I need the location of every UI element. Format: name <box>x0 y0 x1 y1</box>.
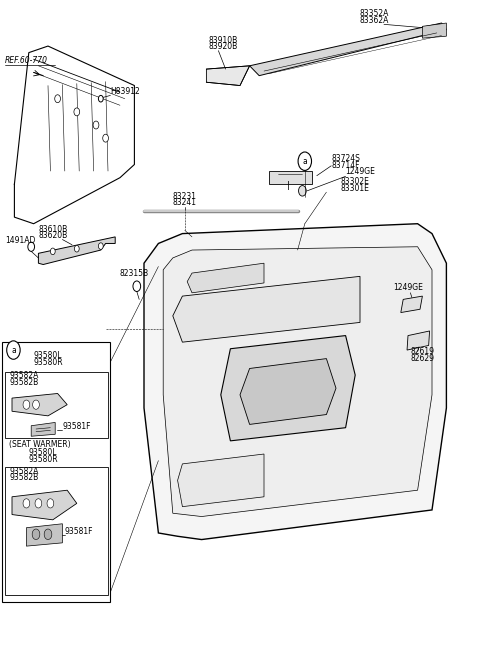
Polygon shape <box>269 171 312 184</box>
Text: (SEAT WARMER): (SEAT WARMER) <box>9 440 70 449</box>
Circle shape <box>28 242 35 251</box>
Polygon shape <box>422 23 446 38</box>
Circle shape <box>50 248 55 255</box>
Text: 93582A: 93582A <box>10 467 39 476</box>
Polygon shape <box>206 66 250 86</box>
Text: 93580L: 93580L <box>34 351 62 360</box>
Circle shape <box>55 95 60 103</box>
Text: 1491AD: 1491AD <box>5 236 35 245</box>
Text: 1249GE: 1249GE <box>394 282 423 291</box>
Polygon shape <box>144 224 446 540</box>
Circle shape <box>298 152 312 170</box>
Circle shape <box>33 400 39 409</box>
Circle shape <box>98 95 103 102</box>
Circle shape <box>103 134 108 142</box>
Text: 83352A: 83352A <box>360 9 389 18</box>
Polygon shape <box>163 247 432 517</box>
Text: 93580R: 93580R <box>29 455 59 464</box>
Text: 82315B: 82315B <box>120 269 149 278</box>
Text: 93581F: 93581F <box>65 527 93 536</box>
Polygon shape <box>221 336 355 441</box>
Circle shape <box>35 499 42 508</box>
Text: 83714F: 83714F <box>331 161 360 170</box>
Text: 83910B: 83910B <box>209 36 238 45</box>
Circle shape <box>44 529 52 540</box>
Polygon shape <box>173 276 360 342</box>
Circle shape <box>23 499 30 508</box>
Circle shape <box>93 121 99 129</box>
Text: 82629: 82629 <box>410 353 434 363</box>
Polygon shape <box>178 454 264 507</box>
Polygon shape <box>407 331 430 350</box>
Polygon shape <box>187 263 264 293</box>
Polygon shape <box>26 524 62 546</box>
Text: 93582B: 93582B <box>10 473 39 482</box>
Circle shape <box>32 529 40 540</box>
Text: 83231: 83231 <box>173 191 197 201</box>
Text: a: a <box>302 157 307 166</box>
Circle shape <box>74 245 79 252</box>
Text: 1249GE: 1249GE <box>346 167 375 176</box>
Text: 83620B: 83620B <box>38 231 68 240</box>
Polygon shape <box>12 490 77 520</box>
Text: 93582B: 93582B <box>10 378 39 387</box>
Text: 83301E: 83301E <box>341 184 370 193</box>
Text: REF.60-770: REF.60-770 <box>5 55 48 64</box>
FancyBboxPatch shape <box>5 372 108 438</box>
Text: 83724S: 83724S <box>331 154 360 163</box>
Text: 93580R: 93580R <box>34 357 63 367</box>
Text: 93582A: 93582A <box>10 371 39 380</box>
Circle shape <box>47 499 54 508</box>
Text: 83241: 83241 <box>173 198 197 207</box>
Text: 82619: 82619 <box>410 347 434 356</box>
Polygon shape <box>12 393 67 416</box>
Text: 83362A: 83362A <box>360 16 389 25</box>
Text: |: | <box>287 180 289 190</box>
Text: a: a <box>11 345 16 355</box>
Text: H83912: H83912 <box>110 87 140 96</box>
Circle shape <box>98 243 103 249</box>
Polygon shape <box>31 422 55 436</box>
Polygon shape <box>38 237 115 265</box>
Text: 93580L: 93580L <box>29 448 57 457</box>
Circle shape <box>299 186 306 196</box>
Text: 83302E: 83302E <box>341 177 370 186</box>
Polygon shape <box>401 296 422 313</box>
FancyBboxPatch shape <box>2 342 110 602</box>
Text: 83610B: 83610B <box>38 224 68 234</box>
Circle shape <box>23 400 30 409</box>
Circle shape <box>7 341 20 359</box>
Text: 93581F: 93581F <box>62 422 91 431</box>
Circle shape <box>133 281 141 291</box>
Polygon shape <box>240 359 336 424</box>
Circle shape <box>74 108 80 116</box>
Text: 83920B: 83920B <box>209 42 238 51</box>
FancyBboxPatch shape <box>5 467 108 595</box>
Polygon shape <box>250 23 446 76</box>
